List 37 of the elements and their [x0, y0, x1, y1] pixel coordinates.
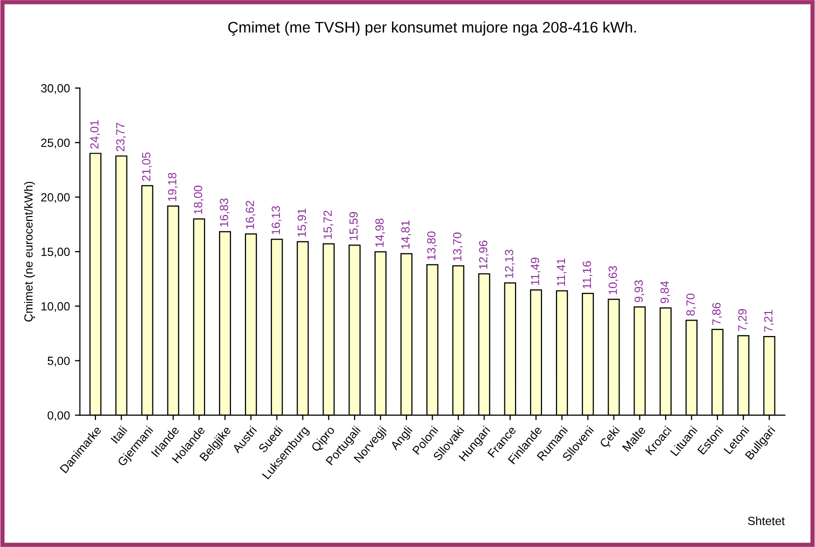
- chart-title: Çmimet (me TVSH) per konsumet mujore nga 208-416 kWh.: [228, 21, 636, 36]
- data-label: 7,21: [764, 310, 774, 332]
- data-label: 13,80: [427, 231, 437, 260]
- y-tick-label: 25,00: [41, 138, 70, 148]
- data-label: 16,62: [246, 200, 256, 229]
- y-tick-label: 10,00: [42, 302, 70, 312]
- data-label: 19,18: [168, 172, 178, 201]
- data-label: 14,98: [375, 218, 386, 247]
- data-label: 11,16: [582, 261, 592, 288]
- data-label: 16,83: [220, 198, 230, 227]
- y-axis-title: Çmimet (ne eurocent/kWh): [24, 182, 36, 322]
- data-label: 7,29: [738, 309, 748, 331]
- y-tick-label: 0,00: [48, 411, 70, 421]
- data-label: 23,77: [116, 122, 126, 152]
- data-label: 8,70: [686, 294, 696, 316]
- data-label: 9,84: [660, 281, 670, 304]
- data-label: 9,93: [634, 280, 644, 302]
- data-label: 14,81: [401, 220, 412, 249]
- data-label: 15,91: [298, 208, 308, 237]
- data-label: 7,86: [712, 302, 722, 325]
- y-tick-label: 15,00: [42, 248, 70, 258]
- data-label: 11,49: [530, 258, 541, 285]
- data-label: 13,70: [453, 232, 463, 261]
- data-label: 10,63: [608, 266, 618, 294]
- data-label: 12,13: [504, 250, 515, 278]
- data-label: 15,72: [323, 210, 334, 239]
- data-label: 18,00: [194, 186, 204, 214]
- data-label: 11,41: [556, 258, 567, 286]
- data-label: 12,96: [479, 240, 489, 269]
- x-axis-title: Shtetet: [748, 516, 785, 526]
- y-tick-label: 5,00: [48, 356, 70, 366]
- data-label: 16,13: [272, 206, 282, 234]
- data-label: 21,05: [142, 152, 152, 181]
- y-tick-label: 20,00: [41, 193, 70, 203]
- data-label: 24,01: [90, 120, 100, 149]
- data-label: 15,59: [349, 212, 360, 240]
- y-tick-label: 30,00: [41, 84, 70, 94]
